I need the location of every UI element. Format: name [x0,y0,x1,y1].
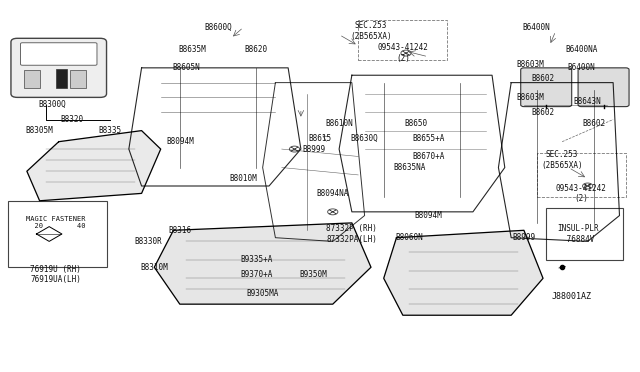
Text: B8670+A: B8670+A [412,152,445,161]
Text: B8650: B8650 [404,119,427,128]
Text: B8999: B8999 [302,145,325,154]
Text: B8094M: B8094M [166,137,194,146]
Text: B8605N: B8605N [172,63,200,72]
Text: B8060N: B8060N [396,233,423,242]
Text: MAGIC FASTENER
  20        40: MAGIC FASTENER 20 40 [26,217,85,230]
Text: B8999: B8999 [513,233,536,242]
Text: B6400N: B6400N [523,23,550,32]
Text: B8603M: B8603M [516,93,544,102]
Text: SEC.253
(2B565XA): SEC.253 (2B565XA) [541,150,583,170]
FancyBboxPatch shape [521,68,572,107]
Bar [24,70,40,88]
FancyBboxPatch shape [20,43,97,65]
Text: B8602: B8602 [531,74,555,83]
Text: 09543-41242
(2): 09543-41242 (2) [556,184,607,203]
Text: B8310M: B8310M [140,263,168,272]
Text: B9305MA: B9305MA [246,289,279,298]
Text: B8602: B8602 [531,108,555,117]
Text: B8094NA: B8094NA [317,189,349,198]
Text: B8655+A: B8655+A [412,134,445,142]
Text: B8316: B8316 [168,226,191,235]
Polygon shape [154,223,371,304]
Text: B8610N: B8610N [325,119,353,128]
Text: B8635M: B8635M [179,45,207,54]
Bar [537,153,626,197]
Text: 76919U (RH)
76919UA(LH): 76919U (RH) 76919UA(LH) [30,265,81,284]
Text: B8602: B8602 [582,119,605,128]
Text: B9350M: B9350M [300,270,328,279]
Bar [546,208,623,260]
Text: B8615: B8615 [308,134,332,142]
Bar [8,201,106,267]
Text: B8600Q: B8600Q [204,23,232,32]
Polygon shape [384,230,543,315]
Text: B6400NA: B6400NA [565,45,598,54]
Polygon shape [27,131,161,201]
Text: B8094M: B8094M [415,211,442,220]
Text: B9335+A: B9335+A [240,255,273,264]
Text: J88001AZ: J88001AZ [552,292,592,301]
Text: B8603M: B8603M [516,60,544,69]
Text: B8010M: B8010M [230,174,257,183]
Text: B8335: B8335 [98,126,121,135]
Text: B9370+A: B9370+A [240,270,273,279]
Text: SEC.253
(2B565XA): SEC.253 (2B565XA) [350,21,392,41]
FancyBboxPatch shape [11,38,106,97]
Text: B8620: B8620 [244,45,268,54]
Text: B8300Q: B8300Q [38,100,67,109]
Text: 87332P (RH)
87332PA(LH): 87332P (RH) 87332PA(LH) [326,224,378,244]
Text: B8630Q: B8630Q [351,134,378,142]
Bar [358,20,447,61]
FancyBboxPatch shape [578,68,629,107]
Text: B8635NA: B8635NA [393,163,426,172]
Text: INSUL-PLR
 76884V: INSUL-PLR 76884V [557,224,599,244]
Bar [56,69,67,88]
Text: B8643N: B8643N [573,97,602,106]
Bar [70,70,86,88]
Text: B8330R: B8330R [134,237,162,246]
Text: 09543-41242
(2): 09543-41242 (2) [378,44,428,63]
Text: B6400N: B6400N [568,63,595,72]
Text: B8320: B8320 [60,115,83,124]
Text: B8305M: B8305M [26,126,54,135]
